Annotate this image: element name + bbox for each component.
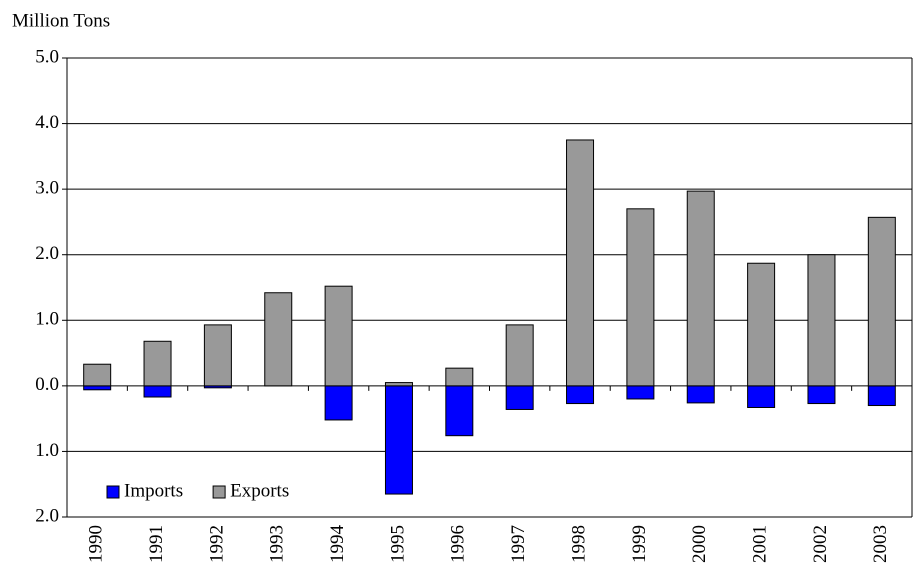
y-tick-label: 1.0 — [35, 440, 59, 461]
legend-swatch — [212, 485, 226, 499]
bar — [626, 385, 655, 400]
bar — [867, 385, 896, 407]
bar — [807, 385, 836, 405]
y-tick-label: 2.0 — [35, 243, 59, 264]
bar — [83, 363, 112, 387]
bar — [143, 340, 172, 387]
x-tick-label: 2000 — [689, 525, 710, 563]
bar — [203, 324, 232, 387]
bar — [566, 385, 595, 405]
y-tick-label: 0.0 — [35, 374, 59, 395]
bar — [445, 385, 474, 437]
bar — [747, 385, 776, 408]
legend-label: Exports — [230, 480, 289, 501]
bar — [566, 139, 595, 387]
x-tick-label: 1990 — [86, 525, 107, 563]
bar — [264, 292, 293, 387]
bar — [384, 385, 413, 495]
x-tick-label: 1995 — [387, 525, 408, 563]
bar — [505, 385, 534, 410]
x-tick-label: 1994 — [327, 525, 348, 564]
y-tick-label: 2.0 — [35, 505, 59, 526]
bar — [626, 208, 655, 387]
x-tick-label: 1999 — [629, 525, 650, 563]
bar — [747, 262, 776, 387]
bar — [324, 385, 353, 421]
x-tick-label: 1996 — [448, 525, 469, 563]
x-tick-label: 2003 — [870, 525, 891, 563]
y-tick-label: 5.0 — [35, 46, 59, 67]
bar — [83, 385, 112, 391]
x-tick-label: 2002 — [810, 525, 831, 563]
bar — [384, 382, 413, 387]
y-axis-label: Million Tons — [12, 10, 110, 31]
x-tick-label: 1991 — [146, 525, 167, 563]
legend-swatch — [106, 485, 120, 499]
y-tick-label: 1.0 — [35, 309, 59, 330]
legend-label: Imports — [124, 480, 183, 501]
bar — [686, 190, 715, 387]
bar — [867, 216, 896, 387]
bar — [445, 367, 474, 387]
x-tick-label: 1998 — [568, 525, 589, 563]
x-tick-label: 1993 — [267, 525, 288, 563]
y-tick-label: 3.0 — [35, 178, 59, 199]
x-tick-label: 2001 — [749, 525, 770, 563]
bar — [143, 385, 172, 398]
bar — [807, 254, 836, 387]
x-tick-label: 1992 — [206, 525, 227, 563]
y-tick-label: 4.0 — [35, 112, 59, 133]
bar — [686, 385, 715, 404]
bar — [505, 324, 534, 387]
x-tick-label: 1997 — [508, 525, 529, 563]
bar — [324, 285, 353, 387]
